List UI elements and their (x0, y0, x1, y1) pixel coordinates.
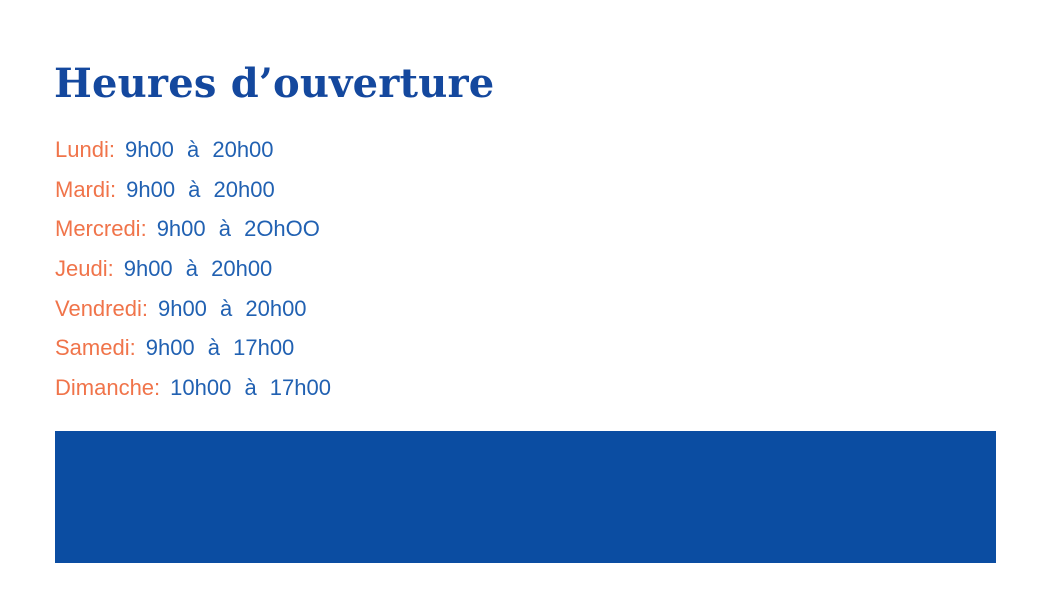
opening-hours-row: Lundi: 9h00 à 20h00 (55, 130, 331, 170)
day-label: Mercredi: (55, 216, 147, 242)
day-label: Dimanche: (55, 375, 161, 401)
day-label: Vendredi: (55, 295, 148, 321)
day-label: Samedi: (55, 335, 136, 361)
time-value: 9h00 à 17h00 (145, 335, 295, 361)
opening-hours-row: Dimanche: 10h00 à 17h00 (55, 368, 331, 408)
page-title: Heures d’ouverture (54, 60, 495, 107)
time-value: 9h00 à 20h00 (157, 295, 307, 321)
time-value: 9h00 à 20h00 (126, 176, 275, 202)
time-value: 9h00 à 20h00 (123, 256, 273, 282)
opening-hours-row: Jeudi: 9h00 à 20h00 (55, 249, 331, 289)
day-label: Lundi: (55, 137, 115, 162)
opening-hours-row: Vendredi: 9h00 à 20h00 (55, 289, 331, 329)
time-value: 9h00 à 2OhOO (156, 216, 320, 242)
opening-hours-row: Samedi: 9h00 à 17h00 (55, 328, 331, 368)
day-label: Jeudi: (55, 256, 114, 282)
time-value: 9h00 à 20h00 (124, 137, 274, 162)
time-value: 10h00 à 17h00 (170, 375, 331, 401)
footer-block (55, 431, 996, 563)
opening-hours-list: Lundi: 9h00 à 20h00 Mardi: 9h00 à 20h00 Me… (55, 130, 331, 408)
day-label: Mardi: (55, 176, 117, 202)
opening-hours-row: Mercredi: 9h00 à 2OhOO (55, 209, 331, 249)
opening-hours-row: Mardi: 9h00 à 20h00 (55, 170, 331, 210)
